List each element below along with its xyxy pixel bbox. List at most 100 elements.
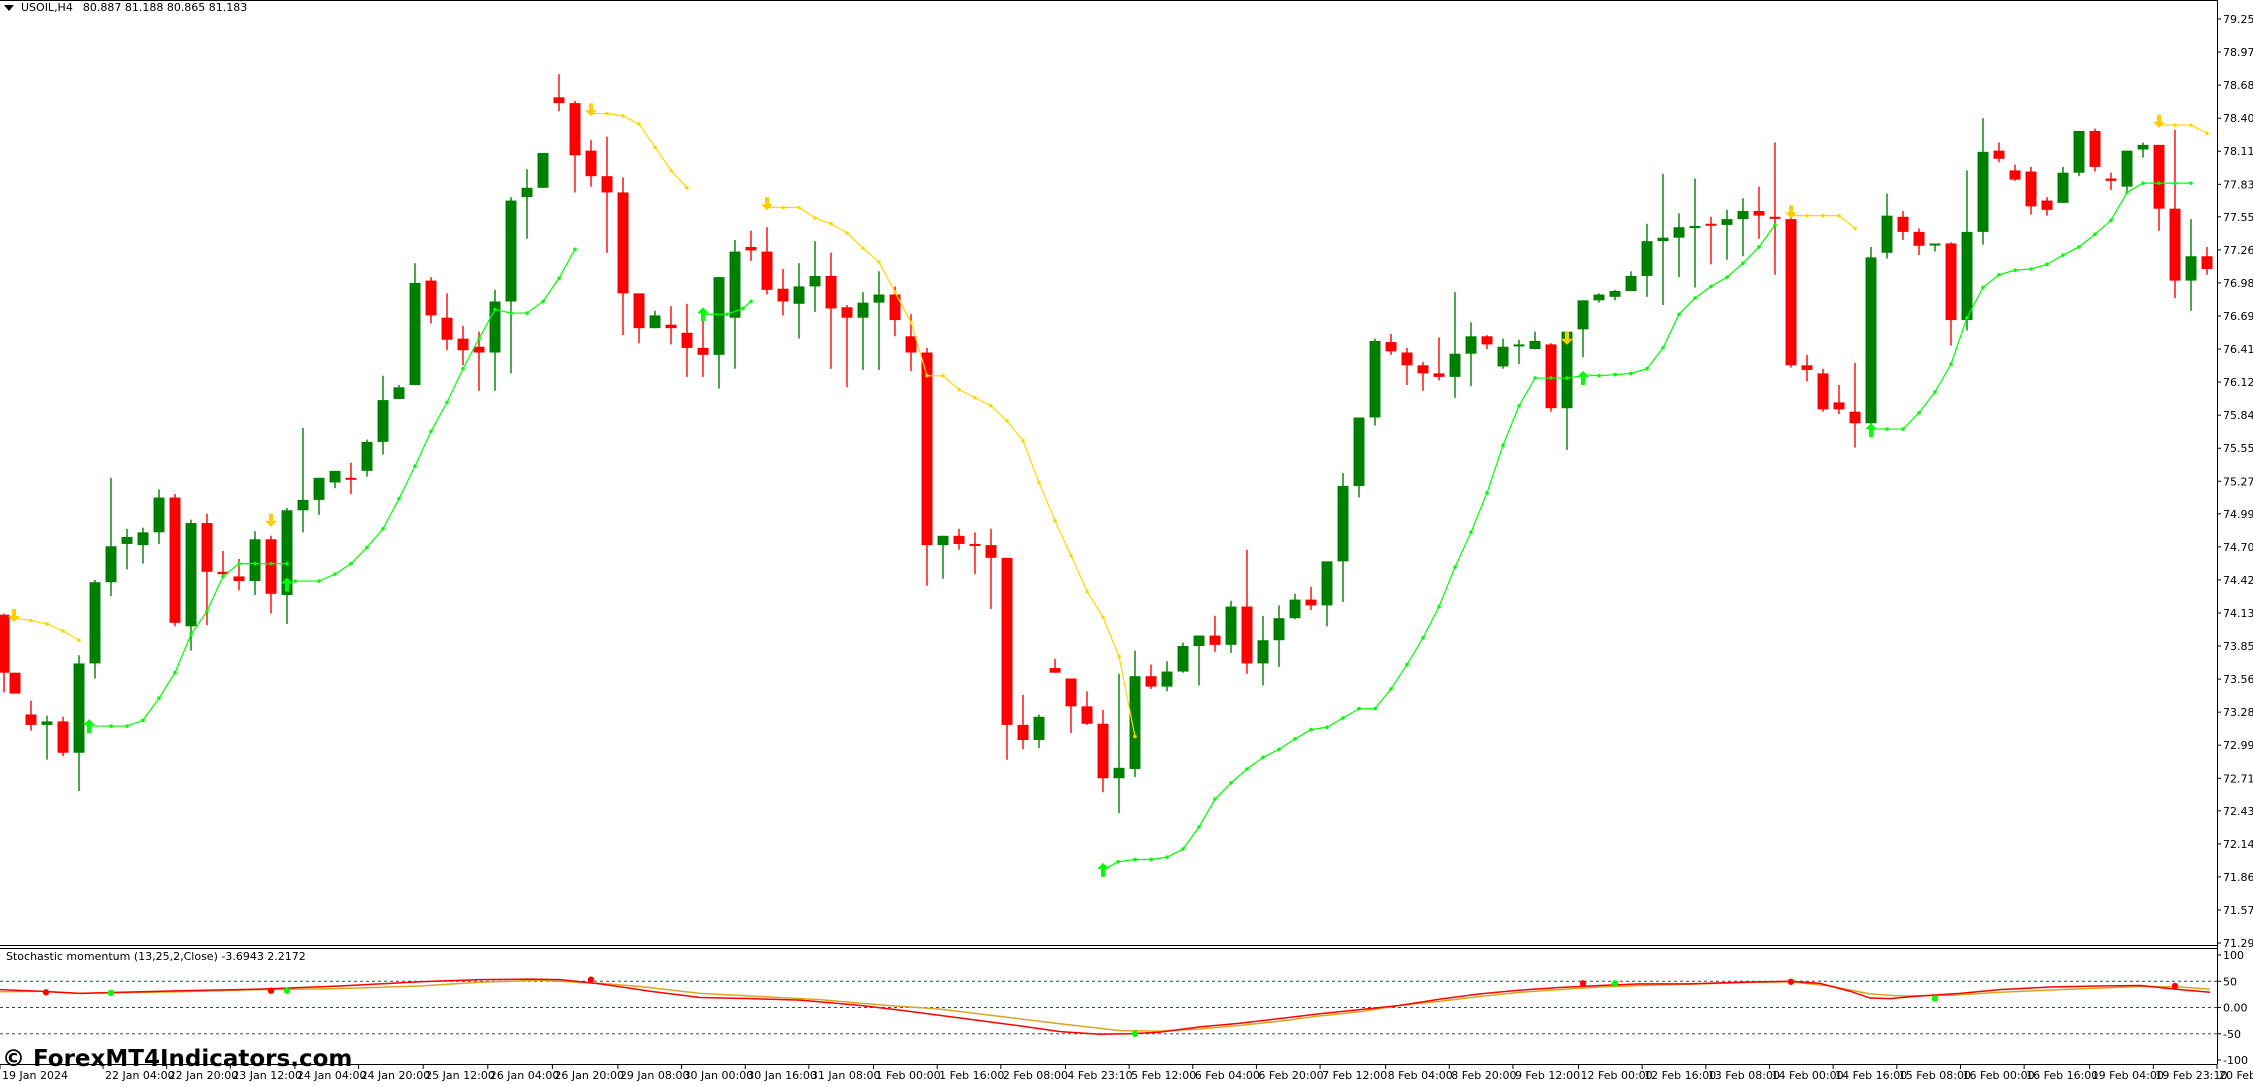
time-tick-label: 29 Jan 08:00 xyxy=(620,1069,690,1082)
candle xyxy=(921,347,933,586)
indicator-title: Stochastic momentum (13,25,2,Close) -3.6… xyxy=(6,950,306,963)
candle xyxy=(633,293,645,344)
price-tick-label: 73.280 xyxy=(2223,706,2253,719)
time-tick-label: 19 Feb 04:00 xyxy=(2092,1069,2164,1082)
candle xyxy=(1385,333,1397,355)
candle xyxy=(0,613,10,693)
candle xyxy=(569,100,581,193)
cross-dot xyxy=(587,976,595,983)
cross-dot xyxy=(1787,978,1795,985)
watermark: © ForexMT4Indicators.com xyxy=(2,1046,353,1072)
candle xyxy=(761,227,773,295)
arrow-down-icon xyxy=(2153,114,2165,128)
candle xyxy=(137,527,149,564)
candle xyxy=(825,252,837,369)
time-tick-label: 15 Feb 08:00 xyxy=(1899,1069,1971,1082)
time-tick-label: 16 Feb 16:00 xyxy=(2026,1069,2098,1082)
candle xyxy=(185,519,197,651)
price-tick-label: 72.710 xyxy=(2223,772,2253,785)
arrow-down-icon xyxy=(1785,205,1797,219)
candle xyxy=(217,550,229,579)
candle xyxy=(601,136,613,253)
time-tick-label: 19 Feb 23:10 xyxy=(2155,1069,2227,1082)
price-tick-label: 74.705 xyxy=(2223,541,2253,554)
arrow-down-icon xyxy=(585,103,597,117)
candle xyxy=(441,293,453,351)
candle xyxy=(793,263,805,339)
symbol-header: USOIL,H4 80.887 81.188 80.865 81.183 xyxy=(4,1,247,14)
candle xyxy=(41,715,53,760)
candle xyxy=(857,292,869,370)
time-tick-label: 24 Jan 04:00 xyxy=(297,1069,367,1082)
candle xyxy=(1241,549,1253,674)
candle xyxy=(1513,339,1525,365)
candle xyxy=(1769,142,1781,275)
price-tick-label: 72.145 xyxy=(2223,838,2253,851)
price-axis[interactable]: 79.255 78.970 78.685 78.400 78.115 77.830 77.5… xyxy=(2217,13,2253,950)
trail-up-line xyxy=(701,299,753,317)
candle xyxy=(1225,600,1237,653)
time-tick-label: 6 Feb 20:00 xyxy=(1258,1069,1323,1082)
candle xyxy=(377,375,389,455)
candle xyxy=(681,303,693,377)
candle xyxy=(1401,347,1413,386)
trail-down-line xyxy=(12,616,81,643)
price-tick-label: 71.860 xyxy=(2223,871,2253,884)
time-tick-label: 4 Feb 23:10 xyxy=(1067,1069,1132,1082)
candle xyxy=(9,672,21,694)
candle xyxy=(329,470,341,489)
candle xyxy=(2041,197,2053,216)
indicator-tick-label: -100 xyxy=(2223,1054,2248,1067)
candle xyxy=(457,325,469,366)
candle xyxy=(2185,219,2197,311)
time-tick-label: 24 Jan 20:00 xyxy=(361,1069,431,1082)
candle xyxy=(2057,166,2069,203)
trail-down-line xyxy=(1789,213,1857,231)
triangle-down-icon[interactable] xyxy=(4,4,14,11)
price-tick-label: 75.840 xyxy=(2223,409,2253,422)
candle xyxy=(1193,635,1205,686)
cross-dot xyxy=(2171,982,2179,990)
candle xyxy=(2105,172,2117,191)
candle xyxy=(585,140,597,187)
candle xyxy=(2201,246,2213,275)
price-tick-label: 78.115 xyxy=(2223,145,2253,158)
candle xyxy=(713,277,725,389)
candle xyxy=(1001,557,1013,760)
candle xyxy=(1353,417,1365,498)
time-tick-label: 22 Jan 20:00 xyxy=(169,1069,239,1082)
price-tick-label: 75.555 xyxy=(2223,442,2253,455)
candle xyxy=(1721,209,1733,260)
candle xyxy=(1449,292,1461,398)
candle xyxy=(105,477,117,597)
candle xyxy=(1833,385,1845,415)
candle xyxy=(57,716,69,757)
indicator-axis: 100 50 0.00 -50 -100 xyxy=(2217,949,2248,1067)
price-tick-label: 71.290 xyxy=(2223,937,2253,950)
cross-dot xyxy=(267,987,275,994)
price-tick-label: 78.685 xyxy=(2223,79,2253,92)
candle xyxy=(1609,289,1621,301)
candle xyxy=(489,289,501,391)
price-tick-label: 74.990 xyxy=(2223,508,2253,521)
candle xyxy=(1529,331,1541,350)
candle xyxy=(89,579,101,679)
candle xyxy=(1817,368,1829,412)
time-tick-label: 30 Jan 16:00 xyxy=(747,1069,817,1082)
candle xyxy=(169,494,181,627)
candle xyxy=(1209,615,1221,652)
price-tick-label: 75.270 xyxy=(2223,475,2253,488)
candle xyxy=(361,439,373,477)
candle xyxy=(1641,223,1653,297)
candle xyxy=(1129,650,1141,778)
candle xyxy=(1593,293,1605,303)
candle xyxy=(2009,164,2021,181)
candle xyxy=(1065,678,1077,734)
trail-up-line xyxy=(1101,373,1585,872)
signal-arrows xyxy=(8,103,2165,877)
time-tick-label: 1 Feb 00:00 xyxy=(876,1069,941,1082)
candle xyxy=(1273,605,1285,667)
